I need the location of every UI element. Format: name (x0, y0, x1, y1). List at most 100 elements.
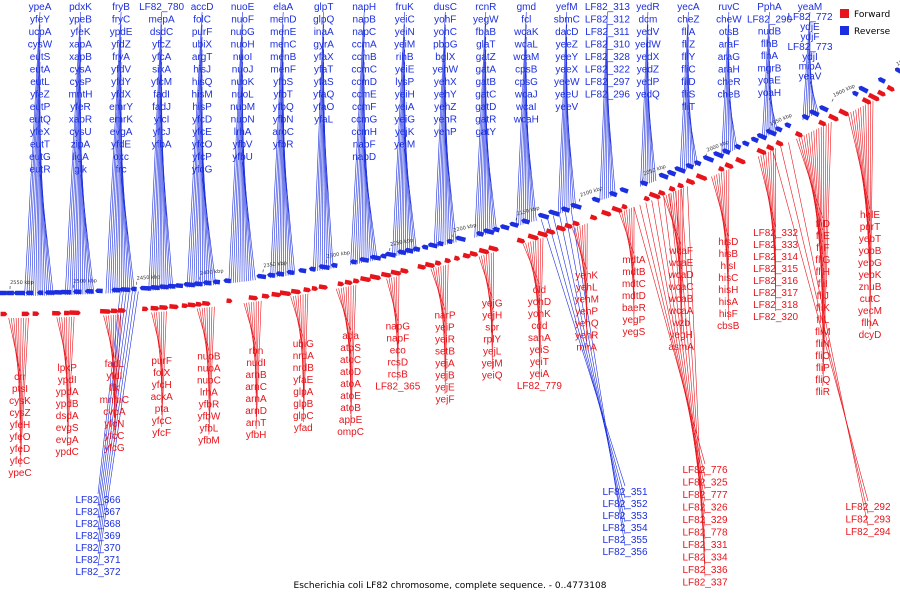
reverse-gene-label: pdxK (69, 2, 92, 13)
forward-gene-label: LF82_293 (845, 515, 890, 526)
reverse-gene-label: yfeY (30, 15, 50, 26)
forward-gene-arrow (775, 139, 784, 147)
reverse-gene-label: LF82_322 (585, 65, 630, 76)
reverse-gene-label: ydjI (802, 52, 818, 63)
reverse-gene-label: nuoM (230, 102, 255, 113)
reverse-gene-label: yeeZ (556, 40, 578, 51)
reverse-gene-label: zipA (71, 140, 91, 151)
forward-label-line (539, 237, 544, 381)
reverse-label-line (516, 11, 527, 227)
reverse-gene-arrow (193, 281, 203, 287)
reverse-gene-label: yeeX (555, 65, 578, 76)
forward-label-line (114, 314, 119, 431)
reverse-label-line (120, 149, 131, 293)
reverse-gene-arrow (436, 241, 444, 247)
scale-tick-mark (578, 198, 581, 202)
reverse-label-line (526, 111, 535, 222)
reverse-label-line (607, 86, 614, 197)
reverse-gene-label: ccmA (352, 40, 377, 51)
reverse-gene-label: yeiM (394, 40, 415, 51)
reverse-gene-label: LF82_367 (75, 507, 120, 518)
reverse-label-line (363, 149, 376, 261)
scale-tick-label: 2250 kbp (390, 237, 414, 248)
reverse-label-line (80, 174, 95, 295)
forward-label-line (822, 124, 827, 363)
reverse-label-line (599, 11, 608, 201)
reverse-gene-label: yejK (395, 127, 415, 138)
reverse-label-line (433, 11, 446, 248)
forward-gene-label: mnmC (100, 395, 129, 406)
reverse-gene-label: accD (191, 2, 214, 13)
forward-gene-label: lrhA (200, 388, 218, 399)
forward-gene-label: yfeD (10, 444, 31, 455)
reverse-gene-arrow (765, 128, 778, 137)
forward-gene-label: yfeO (9, 432, 30, 443)
forward-gene-label: eco (390, 346, 407, 357)
forward-gene-arrow (537, 230, 549, 238)
scale-tick-mark (768, 127, 771, 131)
forward-gene-arrow (424, 261, 436, 268)
forward-gene-label: fliM (815, 327, 831, 338)
scale-tick-label: 1900 kbp (832, 83, 856, 99)
forward-gene-label: yegS (623, 327, 646, 338)
forward-gene-arrow (611, 205, 623, 213)
reverse-label-line (97, 291, 136, 555)
forward-gene-label: LF82_334 (682, 553, 727, 564)
reverse-label-line (809, 81, 819, 113)
reverse-gene-label: nuoN (231, 115, 255, 126)
reverse-gene-label: yfeZ (30, 90, 49, 101)
forward-gene-label: yfad (294, 423, 313, 434)
forward-gene-label: yobB (859, 246, 882, 257)
forward-label-line (678, 189, 682, 318)
forward-gene-arrow (21, 311, 30, 317)
reverse-gene-arrow (330, 262, 338, 268)
forward-gene-arrow (352, 278, 360, 284)
forward-gene-label: sanA (528, 333, 551, 344)
forward-label-line (208, 306, 215, 435)
reverse-label-line (601, 24, 608, 200)
reverse-label-line (274, 36, 284, 278)
reverse-gene-label: eutA (30, 65, 51, 76)
reverse-gene-arrow (756, 133, 768, 141)
forward-label-line (255, 300, 262, 429)
reverse-gene-label: yfeR (70, 102, 91, 113)
reverse-gene-label: fliD (681, 77, 695, 88)
reverse-gene-label: wcaM (512, 52, 539, 63)
forward-gene-arrow (621, 203, 628, 210)
forward-gene-arrow (735, 156, 746, 165)
forward-label-line (206, 307, 210, 399)
reverse-label-line (400, 61, 405, 256)
scale-tick-mark (325, 259, 327, 263)
reverse-gene-label: LF82_351 (602, 487, 647, 498)
reverse-label-line (69, 36, 81, 296)
forward-gene-label: dcyD (859, 330, 882, 341)
forward-gene-arrow (838, 108, 849, 117)
reverse-gene-label: ccmF (352, 102, 376, 113)
reverse-gene-arrow (619, 187, 629, 194)
forward-gene-arrow (444, 257, 452, 264)
reverse-gene-label: wcaH (513, 115, 539, 126)
forward-label-line (442, 265, 446, 370)
forward-gene-label: atoC (340, 355, 361, 366)
reverse-gene-label: PphA (757, 2, 782, 13)
reverse-label-line (114, 61, 122, 294)
reverse-gene-label: gatR (475, 115, 496, 126)
reverse-gene-label: yeeW (554, 77, 580, 88)
scale-tick-label: 2350 kbp (263, 260, 287, 269)
forward-label-line (788, 142, 869, 527)
reverse-gene-label: eutP (30, 102, 51, 113)
forward-label-line (726, 170, 729, 309)
reverse-gene-label: emrK (109, 115, 133, 126)
forward-gene-label: yfcF (152, 428, 171, 439)
forward-gene-label: pta (155, 404, 169, 415)
reverse-gene-label: pbpG (433, 40, 458, 51)
reverse-gene-label: inaA (314, 27, 334, 38)
forward-label-line (681, 188, 706, 565)
legend-reverse-swatch (840, 26, 849, 35)
forward-gene-arrow (117, 308, 126, 313)
reverse-label-line (564, 211, 626, 535)
forward-strand-gene-labels: crrptsIcysKcysZyfeHyfeOyfeDyfeCypeClpxPy… (8, 210, 891, 589)
reverse-label-line (67, 24, 81, 296)
forward-gene-arrow (187, 302, 197, 308)
